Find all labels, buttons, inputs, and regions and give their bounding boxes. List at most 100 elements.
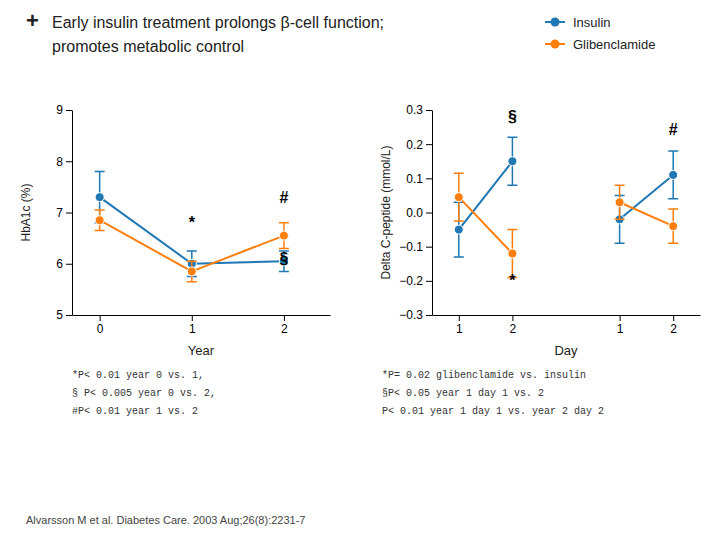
y-tick-mark — [66, 315, 72, 316]
axis-domain — [432, 111, 433, 316]
x-axis-title: Year — [188, 343, 215, 358]
x-axis: 0 1 2 — [73, 315, 331, 336]
y-tick-label: 5 — [56, 308, 63, 322]
x-tick: 1 — [189, 315, 196, 336]
series-line — [459, 161, 673, 229]
y-tick-label: 0.3 — [406, 103, 423, 117]
x-tick: 2 — [510, 315, 517, 336]
y-tick-mark — [426, 178, 432, 179]
error-bar — [279, 223, 289, 249]
footnote: *P= 0.02 glibenclamide vs. insulin — [382, 370, 586, 381]
x-tick-label: 0 — [97, 322, 104, 336]
x-tick-mark — [512, 315, 513, 321]
chart: 5 6 7 8 9 0 1 2 Year HbA1c (%) * # § — [19, 103, 331, 358]
footnote: *P< 0.01 year 0 vs. 1, — [72, 370, 204, 381]
y-tick: 0.3 — [406, 103, 432, 117]
point — [279, 231, 288, 240]
x-tick-label: 1 — [617, 322, 624, 336]
annotation: * — [509, 272, 516, 289]
legend-label: Glibenclamide — [573, 37, 655, 52]
point — [95, 193, 104, 202]
footnote: §P< 0.05 year 1 day 1 vs. 2 — [382, 388, 544, 399]
y-axis-title: HbA1c (%) — [19, 183, 33, 241]
error-bar — [615, 185, 625, 219]
y-tick-mark — [66, 161, 72, 162]
legend-entry: Insulin — [545, 15, 611, 30]
axis-domain — [73, 315, 331, 316]
y-tick: −0.1 — [399, 240, 432, 254]
legend-marker — [551, 40, 560, 49]
title: Early insulin treatment prolongs β-cell … — [52, 14, 384, 31]
y-tick-mark — [66, 264, 72, 265]
point — [669, 222, 678, 231]
y-tick-mark — [426, 281, 432, 282]
annotation: § — [508, 108, 517, 125]
point — [669, 170, 678, 179]
legend-marker — [551, 18, 560, 27]
x-tick-mark — [459, 315, 460, 321]
x-tick-mark — [620, 315, 621, 321]
y-tick-mark — [426, 213, 432, 214]
y-axis-title: Delta C-peptide (mmol/L) — [379, 145, 393, 279]
y-tick-label: 0.2 — [406, 138, 423, 152]
source: Alvarsson M et al. Diabetes Care. 2003 A… — [26, 514, 305, 526]
point — [454, 225, 463, 234]
y-tick-mark — [66, 213, 72, 214]
annotation: § — [279, 250, 288, 267]
y-tick: 6 — [56, 257, 72, 271]
x-axis: 1 2 1 2 — [433, 315, 701, 336]
point — [454, 193, 463, 202]
x-tick-mark — [673, 315, 674, 321]
x-tick-label: 1 — [189, 322, 196, 336]
x-tick: 2 — [281, 315, 288, 336]
point — [508, 249, 517, 258]
y-axis: 5 6 7 8 9 — [56, 103, 72, 322]
y-tick-mark — [426, 247, 432, 248]
annotation: # — [279, 189, 288, 206]
error-bar — [95, 210, 105, 231]
x-tick-label: 1 — [456, 322, 463, 336]
x-tick-label: 2 — [670, 322, 677, 336]
y-tick: 8 — [56, 155, 72, 169]
x-tick: 1 — [456, 315, 463, 336]
y-tick: 7 — [56, 206, 72, 220]
y-tick-label: 7 — [56, 206, 63, 220]
x-tick-mark — [284, 315, 285, 321]
y-tick: 9 — [56, 103, 72, 117]
y-tick: −0.2 — [399, 274, 432, 288]
error-bar — [668, 151, 678, 199]
y-tick: 0.0 — [406, 206, 432, 220]
y-axis: −0.3 −0.2 −0.1 0.0 0.1 0.2 0.3 — [399, 103, 432, 322]
x-axis-title: Day — [554, 343, 578, 358]
x-tick-label: 2 — [281, 322, 288, 336]
point — [615, 198, 624, 207]
y-tick-label: 0.1 — [406, 172, 423, 186]
y-tick-label: −0.3 — [399, 308, 423, 322]
x-tick: 2 — [670, 315, 677, 336]
x-tick: 1 — [617, 315, 624, 336]
y-tick-mark — [426, 110, 432, 111]
x-tick-mark — [100, 315, 101, 321]
y-tick: −0.3 — [399, 308, 432, 322]
y-tick: 0.2 — [406, 138, 432, 152]
x-tick-mark — [192, 315, 193, 321]
y-tick-mark — [66, 110, 72, 111]
x-tick-label: 2 — [510, 322, 517, 336]
error-bar — [187, 261, 197, 282]
legend: Insulin Glibenclamide — [545, 15, 655, 52]
axis-domain — [433, 315, 701, 316]
y-tick-label: 8 — [56, 155, 63, 169]
subtitle: promotes metabolic control — [52, 38, 244, 55]
page: +Early insulin treatment prolongs β-cell… — [0, 0, 720, 540]
plot-area — [454, 137, 678, 277]
annotation: # — [669, 121, 678, 138]
error-bar — [507, 137, 517, 185]
point — [187, 267, 196, 276]
footnote: #P< 0.01 year 1 vs. 2 — [72, 406, 198, 417]
annotation: * — [189, 214, 196, 231]
y-tick: 0.1 — [406, 172, 432, 186]
y-tick: 5 — [56, 308, 72, 322]
axis-domain — [72, 111, 73, 316]
y-tick-mark — [426, 315, 432, 316]
legend-entry: Glibenclamide — [545, 37, 655, 52]
